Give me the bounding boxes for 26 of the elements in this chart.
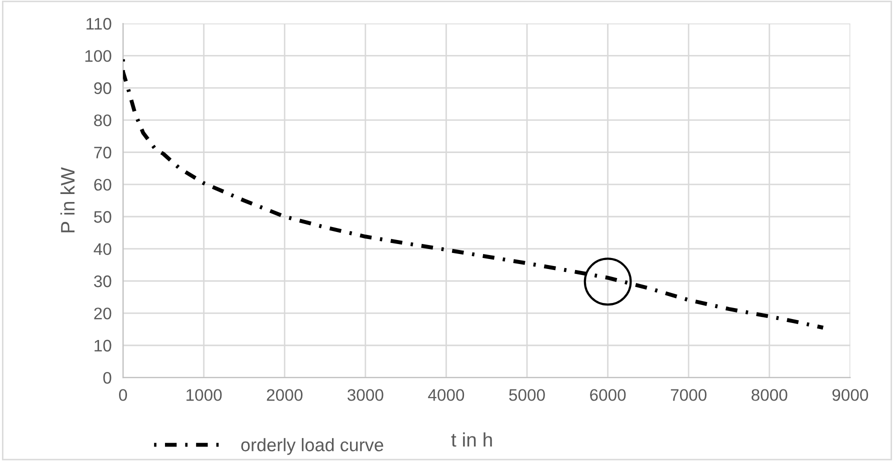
x-tick-label: 5000: [509, 389, 545, 401]
y-tick-label: 80: [94, 114, 112, 126]
x-tick-label: 9000: [832, 389, 868, 401]
x-axis-title: t in h: [451, 432, 492, 447]
y-tick-label: 10: [94, 340, 112, 352]
y-tick-label: 30: [94, 275, 112, 288]
x-tick-label: 2000: [266, 389, 302, 401]
y-tick-label: 90: [94, 82, 112, 94]
y-tick-label: 70: [94, 146, 112, 158]
y-tick-label: 60: [94, 178, 112, 191]
x-tick-label: 6000: [590, 389, 626, 401]
x-tick-label: 8000: [752, 389, 788, 401]
y-tick-label: 0: [103, 372, 112, 384]
y-tick-label: 20: [94, 308, 112, 320]
legend-label: orderly load curve: [241, 438, 384, 455]
x-tick-label: 1000: [186, 389, 222, 401]
x-tick-label: 4000: [428, 389, 464, 401]
y-tick-label: 110: [86, 18, 112, 30]
y-axis-title: P in kW: [60, 167, 75, 232]
x-tick-label: 3000: [348, 389, 384, 401]
y-tick-label: 50: [94, 211, 112, 223]
line-series: [123, 56, 826, 330]
x-tick-label: 7000: [670, 389, 706, 401]
x-tick-label: 0: [119, 389, 127, 401]
y-tick-label: 40: [94, 243, 112, 256]
y-tick-label: 100: [85, 50, 112, 62]
